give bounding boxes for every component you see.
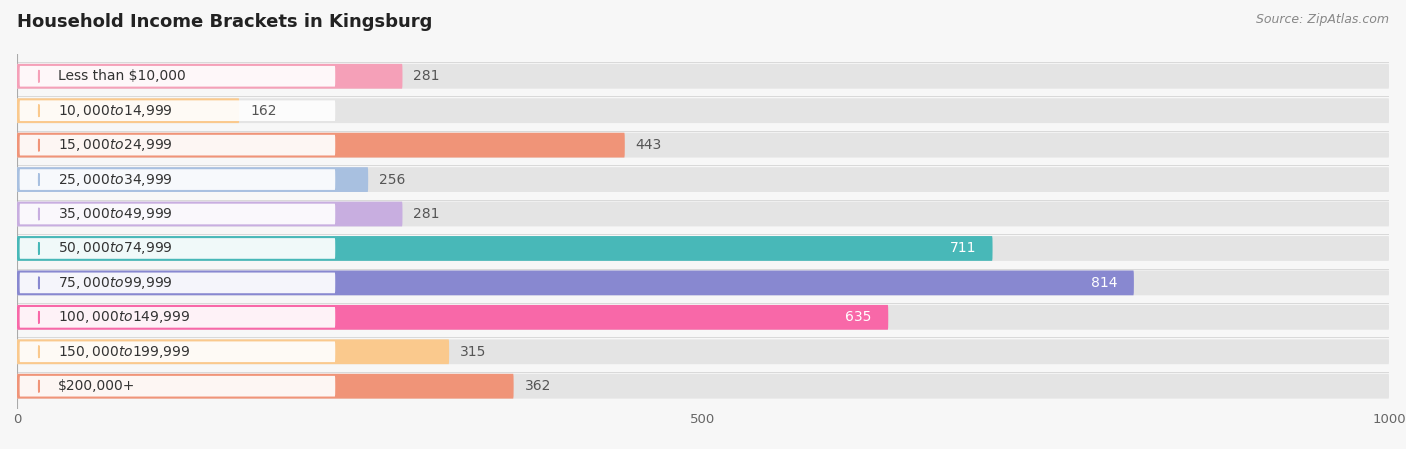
- FancyBboxPatch shape: [20, 273, 335, 293]
- Text: $100,000 to $149,999: $100,000 to $149,999: [58, 309, 190, 326]
- FancyBboxPatch shape: [17, 236, 1389, 261]
- FancyBboxPatch shape: [17, 374, 1389, 399]
- FancyBboxPatch shape: [17, 167, 368, 192]
- FancyBboxPatch shape: [17, 202, 1389, 226]
- FancyBboxPatch shape: [20, 376, 335, 396]
- FancyBboxPatch shape: [17, 270, 1133, 295]
- FancyBboxPatch shape: [17, 133, 624, 158]
- Text: 635: 635: [845, 310, 872, 324]
- FancyBboxPatch shape: [17, 339, 449, 364]
- FancyBboxPatch shape: [17, 270, 1389, 295]
- FancyBboxPatch shape: [20, 204, 335, 224]
- FancyBboxPatch shape: [17, 64, 1389, 88]
- FancyBboxPatch shape: [17, 236, 993, 261]
- FancyBboxPatch shape: [20, 135, 335, 155]
- FancyBboxPatch shape: [17, 339, 1389, 364]
- FancyBboxPatch shape: [17, 98, 1389, 123]
- FancyBboxPatch shape: [17, 305, 889, 330]
- Text: $15,000 to $24,999: $15,000 to $24,999: [58, 137, 173, 153]
- Text: Household Income Brackets in Kingsburg: Household Income Brackets in Kingsburg: [17, 13, 432, 31]
- Text: 162: 162: [250, 104, 277, 118]
- FancyBboxPatch shape: [17, 133, 1389, 158]
- Text: $25,000 to $34,999: $25,000 to $34,999: [58, 172, 173, 188]
- Text: 814: 814: [1091, 276, 1118, 290]
- Text: $10,000 to $14,999: $10,000 to $14,999: [58, 103, 173, 119]
- FancyBboxPatch shape: [17, 305, 1389, 330]
- FancyBboxPatch shape: [20, 238, 335, 259]
- Text: Source: ZipAtlas.com: Source: ZipAtlas.com: [1256, 13, 1389, 26]
- Text: 711: 711: [949, 242, 976, 255]
- Text: $150,000 to $199,999: $150,000 to $199,999: [58, 344, 190, 360]
- Text: $50,000 to $74,999: $50,000 to $74,999: [58, 241, 173, 256]
- FancyBboxPatch shape: [17, 167, 1389, 192]
- FancyBboxPatch shape: [17, 202, 402, 226]
- FancyBboxPatch shape: [20, 101, 335, 121]
- FancyBboxPatch shape: [17, 374, 513, 399]
- FancyBboxPatch shape: [20, 307, 335, 328]
- Text: 315: 315: [460, 345, 486, 359]
- FancyBboxPatch shape: [17, 64, 402, 88]
- FancyBboxPatch shape: [20, 66, 335, 87]
- Text: 256: 256: [380, 172, 405, 187]
- Text: 281: 281: [413, 207, 440, 221]
- Text: Less than $10,000: Less than $10,000: [58, 69, 186, 83]
- Text: 362: 362: [524, 379, 551, 393]
- Text: $200,000+: $200,000+: [58, 379, 135, 393]
- Text: 443: 443: [636, 138, 662, 152]
- Text: $35,000 to $49,999: $35,000 to $49,999: [58, 206, 173, 222]
- FancyBboxPatch shape: [17, 98, 239, 123]
- Text: $75,000 to $99,999: $75,000 to $99,999: [58, 275, 173, 291]
- Text: 281: 281: [413, 69, 440, 83]
- FancyBboxPatch shape: [20, 341, 335, 362]
- FancyBboxPatch shape: [20, 169, 335, 190]
